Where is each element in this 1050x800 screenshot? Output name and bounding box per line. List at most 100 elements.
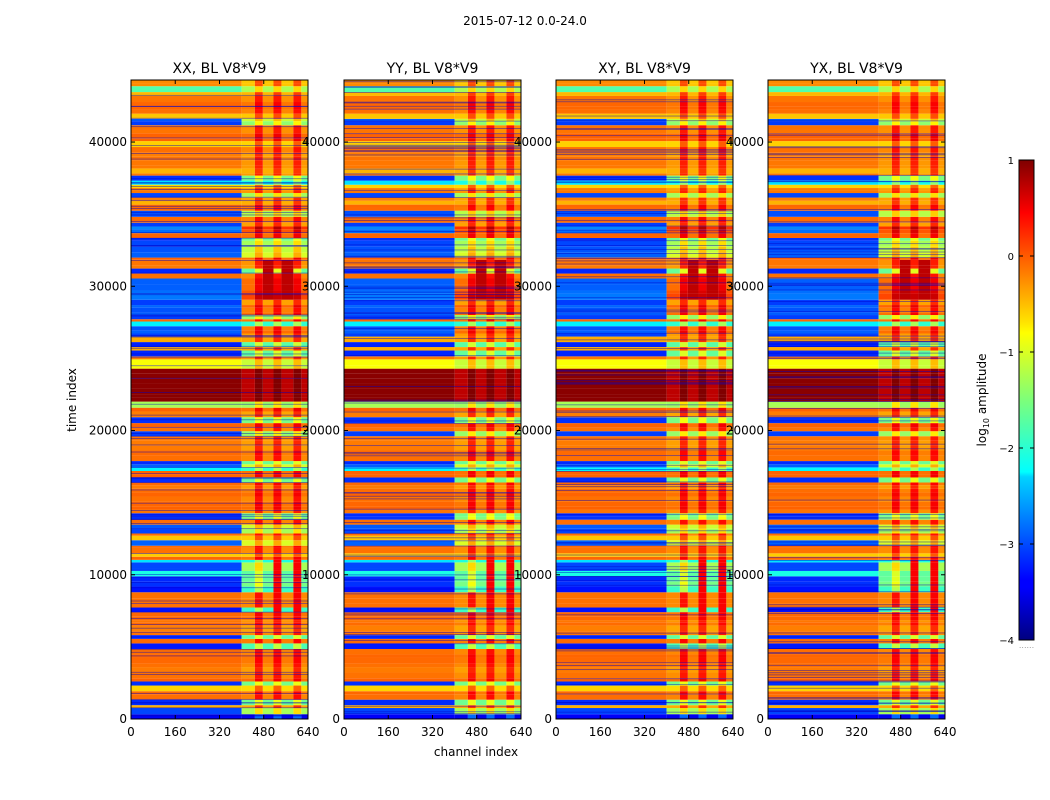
heatmap-cell	[131, 356, 242, 360]
heatmap-cell	[475, 388, 487, 395]
heatmap-line	[344, 495, 521, 497]
heatmap-cell	[475, 485, 487, 489]
heatmap-cell	[262, 535, 274, 541]
heatmap-cell	[687, 233, 699, 238]
heatmap-cell	[726, 598, 733, 604]
heatmap-cell	[475, 663, 487, 668]
heatmap-cell	[891, 506, 900, 510]
heatmap-line	[344, 294, 521, 295]
heatmap-cell	[687, 648, 699, 655]
heatmap-cell	[514, 635, 521, 639]
y-tick-label: 30000	[302, 279, 340, 293]
heatmap-cell	[467, 612, 476, 617]
heatmap-cell	[768, 625, 879, 632]
heatmap-cell	[494, 513, 507, 517]
heatmap-line	[344, 142, 521, 143]
heatmap-cell	[273, 121, 282, 126]
heatmap-cell	[486, 471, 495, 475]
heatmap-cell	[679, 533, 688, 536]
heatmap-cell	[698, 129, 707, 134]
heatmap-line	[344, 545, 521, 547]
heatmap-cell	[556, 121, 667, 126]
heatmap-cell	[938, 197, 945, 201]
heatmap-cell	[930, 365, 939, 369]
heatmap-cell	[254, 528, 263, 534]
heatmap-cell	[556, 109, 667, 114]
heatmap-cell	[679, 685, 688, 692]
heatmap-cell	[494, 423, 507, 428]
heatmap-cell	[687, 440, 699, 446]
heatmap-cell	[241, 121, 255, 126]
heatmap-cell	[768, 556, 879, 560]
heatmap-cell	[698, 175, 707, 181]
heatmap-line	[344, 297, 521, 298]
heatmap-cell	[666, 330, 680, 334]
heatmap-cell	[254, 423, 263, 428]
heatmap-cell	[878, 431, 892, 437]
heatmap-cell	[262, 635, 274, 639]
heatmap-cell	[938, 648, 945, 655]
heatmap-cell	[768, 436, 879, 441]
heatmap-cell	[506, 533, 515, 536]
heatmap-cell	[930, 513, 939, 517]
heatmap-cell	[273, 290, 282, 294]
heatmap-cell	[679, 319, 688, 322]
heatmap-cell	[131, 464, 242, 468]
heatmap-cell	[486, 714, 495, 719]
heatmap-cell	[910, 708, 919, 715]
heatmap-cell	[241, 321, 255, 327]
heatmap-cell	[241, 307, 255, 313]
heatmap-cell	[486, 559, 495, 563]
heatmap-cell	[679, 240, 688, 247]
heatmap-cell	[486, 284, 495, 291]
heatmap-cell	[726, 506, 733, 510]
heatmap-cell	[878, 347, 892, 351]
heatmap-cell	[131, 378, 242, 384]
heatmap-line	[131, 702, 308, 704]
heatmap-line	[556, 232, 733, 234]
heatmap-cell	[454, 305, 468, 308]
heatmap-cell	[918, 307, 931, 313]
heatmap-cell	[878, 598, 892, 604]
heatmap-cell	[899, 417, 911, 424]
heatmap-cell	[910, 450, 919, 456]
heatmap-cell	[910, 184, 919, 189]
heatmap-cell	[494, 598, 507, 604]
heatmap-cell	[726, 265, 733, 269]
heatmap-cell	[666, 482, 680, 486]
heatmap-cell	[454, 226, 468, 230]
heatmap-cell	[556, 516, 667, 520]
heatmap-cell	[301, 383, 308, 389]
heatmap-cell	[938, 592, 945, 599]
heatmap-cell	[254, 237, 263, 241]
heatmap-cell	[475, 173, 487, 176]
heatmap-cell	[281, 509, 294, 514]
heatmap-cell	[475, 373, 487, 379]
heatmap-cell	[486, 305, 495, 308]
heatmap-cell	[281, 533, 294, 536]
heatmap-cell	[241, 259, 255, 266]
heatmap-cell	[467, 321, 476, 327]
heatmap-cell	[494, 156, 507, 161]
heatmap-cell	[930, 556, 939, 560]
heatmap-cell	[878, 509, 892, 514]
heatmap-cell	[506, 506, 515, 510]
heatmap-cell	[679, 691, 688, 695]
heatmap-cell	[262, 411, 274, 418]
heatmap-cell	[301, 342, 308, 348]
heatmap-cell	[556, 190, 667, 194]
heatmap-cell	[556, 394, 667, 398]
heatmap-cell	[930, 708, 939, 715]
heatmap-cell	[706, 200, 719, 205]
heatmap-cell	[241, 113, 255, 119]
heatmap-cell	[679, 383, 688, 389]
heatmap-cell	[273, 293, 282, 300]
heatmap-cell	[262, 252, 274, 258]
heatmap-cell	[344, 638, 455, 644]
heatmap-cell	[706, 173, 719, 176]
heatmap-cell	[454, 708, 468, 715]
heatmap-cell	[131, 576, 242, 582]
heatmap-cell	[454, 401, 468, 408]
heatmap-cell	[514, 708, 521, 715]
x-tick-label: 320	[208, 725, 231, 739]
